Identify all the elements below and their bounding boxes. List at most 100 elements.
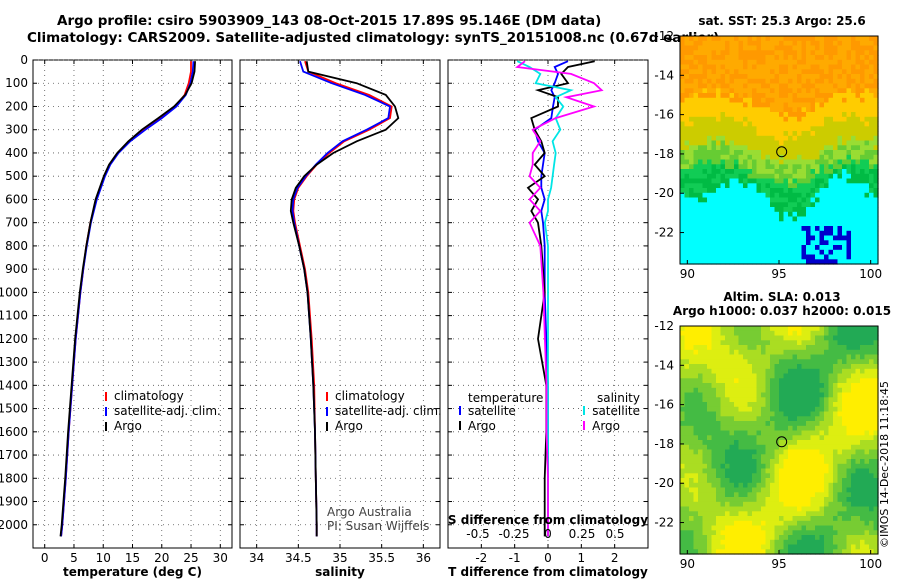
map-cell <box>752 497 758 503</box>
map-cell <box>734 107 740 113</box>
map-cell <box>855 444 861 451</box>
map-cell <box>684 387 690 394</box>
map-cell <box>680 425 686 432</box>
map-cell <box>855 497 861 503</box>
map-cell <box>833 112 839 118</box>
map-cell <box>756 425 762 432</box>
map-cell <box>806 116 812 123</box>
map-cell <box>792 145 798 151</box>
map-cell <box>779 159 785 165</box>
map-cell <box>711 449 717 455</box>
map-cell <box>792 240 798 246</box>
map-cell <box>864 387 870 394</box>
map-cell <box>873 59 879 66</box>
map-cell <box>851 169 857 175</box>
map-cell <box>819 107 825 113</box>
map-cell <box>873 487 879 493</box>
map-cell <box>842 501 848 508</box>
map-cell <box>792 411 798 417</box>
map-cell <box>797 107 803 113</box>
map-cell <box>842 387 848 394</box>
map-cell <box>873 511 879 517</box>
map-cell <box>815 492 821 498</box>
map-cell <box>828 164 834 170</box>
map-cell <box>680 473 686 479</box>
map-cell <box>689 240 695 246</box>
map-cell <box>810 254 816 260</box>
map-cell <box>720 397 726 403</box>
map-cell <box>770 468 776 474</box>
map-cell <box>711 107 717 113</box>
map-cell <box>779 402 785 408</box>
map-cell <box>761 416 767 422</box>
map-cell <box>693 330 699 337</box>
map-cell <box>716 492 722 498</box>
map-cell <box>711 145 717 151</box>
map-cell <box>752 140 758 146</box>
map-cell <box>783 411 789 417</box>
map-cell <box>783 78 789 85</box>
map-cell <box>873 354 879 360</box>
map-cell <box>729 525 735 531</box>
map-cell <box>716 211 722 218</box>
map-cell <box>873 359 879 365</box>
map-cell <box>860 88 866 94</box>
map-cell <box>819 192 825 199</box>
map-cell <box>747 416 753 422</box>
map-cell <box>684 482 690 489</box>
map-cell <box>770 107 776 113</box>
map-cell <box>716 368 722 375</box>
map-cell <box>774 492 780 498</box>
map-cell <box>761 216 767 222</box>
map-cell <box>725 207 731 213</box>
map-cell <box>680 525 686 531</box>
map-cell <box>770 535 776 541</box>
map-cell <box>779 135 785 142</box>
map-cell <box>747 478 753 484</box>
map-cell <box>797 535 803 541</box>
map-cell <box>689 140 695 146</box>
map-cell <box>860 364 866 370</box>
map-cell <box>819 349 825 356</box>
map-cell <box>725 520 731 527</box>
map-cell <box>864 416 870 422</box>
map-cell <box>774 240 780 246</box>
map-cell <box>684 88 690 94</box>
map-cell <box>734 45 740 51</box>
map-cell <box>684 430 690 436</box>
map-cell <box>711 150 717 156</box>
map-cell <box>851 59 857 66</box>
map-cell <box>729 416 735 422</box>
map-cell <box>788 497 794 503</box>
map-cell <box>761 501 767 508</box>
map-cell <box>801 88 807 94</box>
map-cell <box>752 473 758 479</box>
map-cell <box>824 112 830 118</box>
map-cell <box>702 135 708 142</box>
map-cell <box>797 245 803 251</box>
map-cell <box>725 159 731 165</box>
map-cell <box>806 430 812 436</box>
map-cell <box>846 112 852 118</box>
map-cell <box>743 354 749 360</box>
map-cell <box>869 463 875 470</box>
map-cell <box>869 249 875 256</box>
map-cell <box>689 511 695 517</box>
map-cell <box>860 69 866 75</box>
map-cell <box>738 55 744 61</box>
map-cell <box>842 345 848 351</box>
map-cell <box>846 211 852 218</box>
map-cell <box>837 387 843 394</box>
map-cell <box>828 525 834 531</box>
map-cell <box>801 482 807 489</box>
map-cell <box>824 478 830 484</box>
map-cell <box>774 164 780 170</box>
map-cell <box>783 74 789 80</box>
map-cell <box>756 354 762 360</box>
map-cell <box>824 230 830 237</box>
map-cell <box>756 392 762 398</box>
map-cell <box>720 539 726 546</box>
map-cell <box>801 354 807 360</box>
map-cell <box>765 326 771 332</box>
map-cell <box>779 97 785 104</box>
